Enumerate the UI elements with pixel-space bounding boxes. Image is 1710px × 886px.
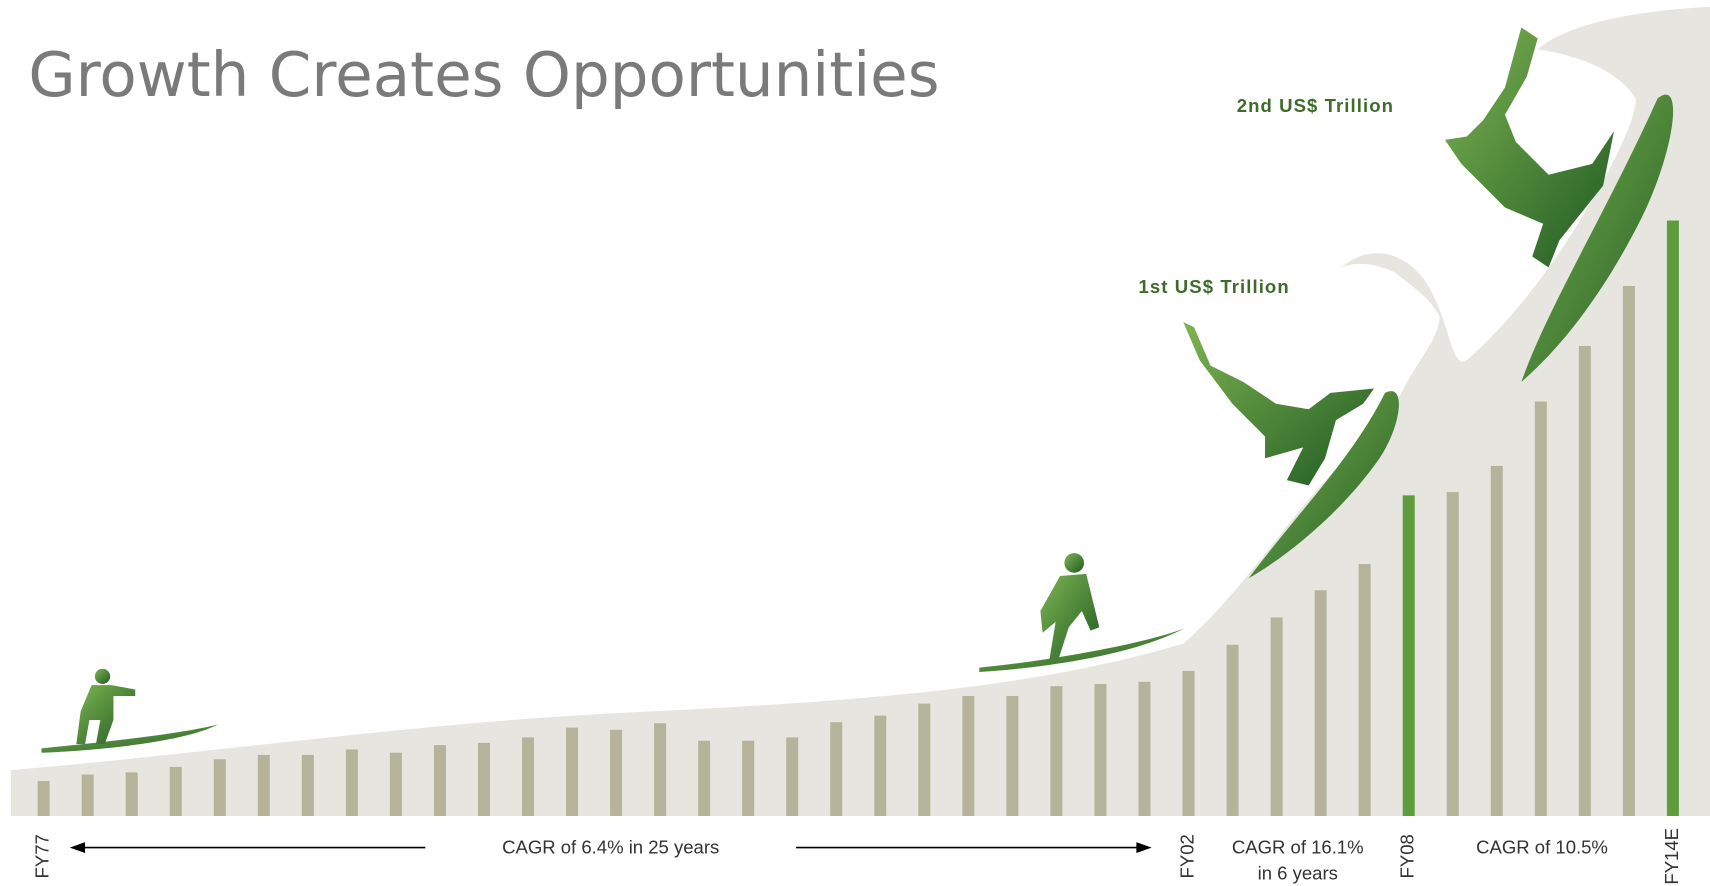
arrow-head: [69, 842, 86, 854]
bar: [1226, 644, 1239, 816]
bar: [477, 742, 490, 816]
bar: [257, 754, 270, 816]
annotation: 2nd US$ Trillion: [1237, 95, 1394, 116]
surfer-2: [979, 553, 1185, 673]
x-tick-label: FY14E: [1661, 828, 1682, 885]
bar: [433, 745, 446, 816]
bar: [1006, 696, 1019, 816]
bar: [1138, 681, 1151, 816]
bar: [1358, 564, 1371, 816]
wave: [10, 6, 1710, 816]
bar: [345, 749, 358, 816]
bar: [389, 752, 402, 816]
bar: [918, 703, 931, 816]
bar: [1666, 220, 1679, 816]
bar: [786, 737, 799, 816]
surfer-3: [1183, 321, 1399, 579]
bar: [301, 754, 314, 816]
x-tick-label: FY02: [1176, 834, 1197, 878]
bar: [1094, 684, 1107, 816]
bar: [213, 759, 226, 816]
bar: [1314, 590, 1327, 816]
bar: [1446, 492, 1459, 816]
bar: [874, 715, 887, 816]
bar: [125, 772, 138, 816]
annotation: CAGR of 16.1%: [1232, 837, 1364, 858]
bar: [1270, 617, 1283, 816]
chart-title: Growth Creates Opportunities: [28, 40, 939, 111]
bar: [37, 781, 50, 816]
bar: [654, 723, 667, 816]
bar: [962, 696, 975, 816]
bar: [1622, 285, 1635, 816]
bar: [169, 766, 182, 816]
bar: [1578, 345, 1591, 816]
surfer-4: [1444, 27, 1674, 382]
bar: [1534, 401, 1547, 816]
bar: [1182, 670, 1195, 816]
x-tick-label: FY77: [32, 834, 53, 878]
bar: [610, 729, 623, 816]
bar: [830, 722, 843, 816]
arrow-head: [1136, 842, 1152, 854]
bar: [566, 727, 579, 816]
annotation: CAGR of 6.4% in 25 years: [502, 837, 719, 858]
bar: [1402, 495, 1415, 816]
bar: [742, 740, 755, 816]
bar: [81, 774, 94, 816]
bar: [522, 737, 535, 816]
bar: [1050, 686, 1063, 816]
annotation: in 6 years: [1258, 863, 1338, 884]
bar: [698, 740, 711, 816]
annotation: CAGR of 10.5%: [1476, 837, 1608, 858]
annotation: 1st US$ Trillion: [1139, 276, 1290, 297]
bar: [1490, 465, 1503, 816]
surfer-1: [41, 668, 219, 753]
x-tick-label: FY08: [1397, 834, 1418, 878]
